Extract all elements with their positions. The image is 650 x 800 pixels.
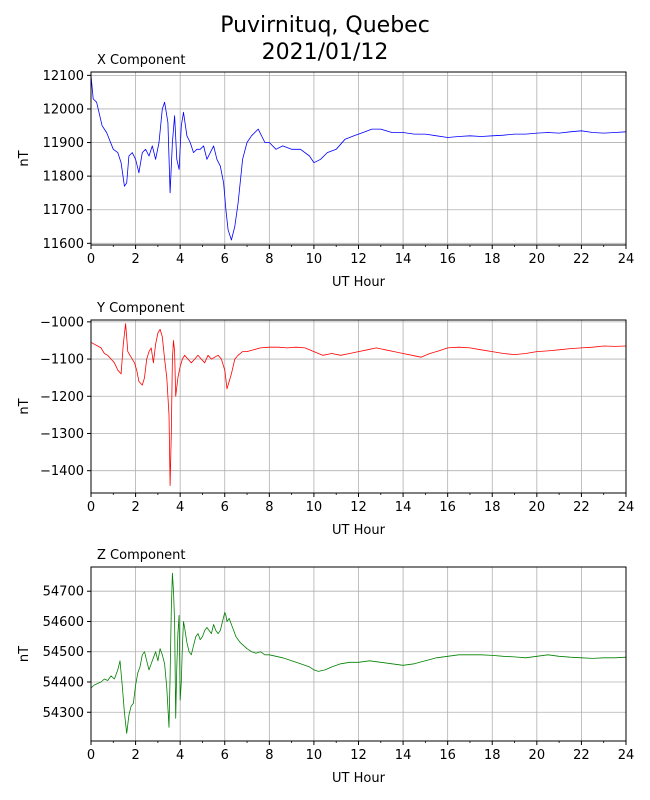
y-tick-label: 11900 — [43, 136, 84, 151]
y-tick-label: 11700 — [43, 203, 84, 218]
x-tick-label: 12 — [350, 748, 367, 763]
x-tick-label: 4 — [176, 748, 184, 763]
y-axis-label: nT — [17, 398, 32, 414]
y-tick-label: 54500 — [43, 645, 84, 660]
panel-title: Y Component — [96, 301, 185, 316]
x-tick-label: 22 — [573, 748, 590, 763]
x-tick-label: 18 — [484, 252, 501, 267]
x-tick-label: 24 — [618, 748, 635, 763]
chart-title-location: Puvirnituq, Quebec — [220, 13, 430, 38]
x-tick-label: 8 — [265, 748, 273, 763]
x-tick-label: 16 — [439, 252, 456, 267]
y-tick-label: −1000 — [40, 315, 84, 330]
x-tick-label: 2 — [131, 500, 139, 515]
y-tick-label: 11800 — [43, 170, 84, 185]
x-tick-label: 2 — [131, 252, 139, 267]
x-tick-label: 20 — [529, 500, 546, 515]
y-tick-label: 12100 — [43, 69, 84, 84]
y-tick-label: 54600 — [43, 615, 84, 630]
x-tick-label: 2 — [131, 748, 139, 763]
x-tick-label: 24 — [618, 252, 635, 267]
x-tick-label: 4 — [176, 500, 184, 515]
x-axis-label: UT Hour — [332, 275, 386, 290]
x-tick-label: 0 — [87, 748, 95, 763]
y-tick-label: −1300 — [40, 427, 84, 442]
x-tick-label: 16 — [439, 500, 456, 515]
x-tick-label: 8 — [265, 500, 273, 515]
x-tick-label: 6 — [221, 748, 229, 763]
data-series-line — [90, 572, 627, 734]
x-tick-label: 20 — [529, 748, 546, 763]
panel-title: Z Component — [97, 548, 186, 563]
x-tick-label: 4 — [176, 252, 184, 267]
y-component-panel: 0 2 4 6 8 10 12 14 16 18 20 22 24−1000−1100−1200−130… — [17, 301, 634, 538]
x-tick-label: 10 — [306, 748, 323, 763]
y-tick-label: 11600 — [43, 237, 84, 252]
x-tick-label: 12 — [350, 500, 367, 515]
data-series-line — [90, 75, 627, 241]
x-tick-label: 10 — [306, 252, 323, 267]
x-tick-label: 10 — [306, 500, 323, 515]
x-axis-label: UT Hour — [332, 523, 386, 538]
y-axis-label: nT — [17, 150, 32, 166]
x-tick-label: 20 — [529, 252, 546, 267]
x-tick-label: 18 — [484, 500, 501, 515]
x-tick-label: 8 — [265, 252, 273, 267]
x-tick-label: 14 — [395, 500, 412, 515]
x-tick-label: 18 — [484, 748, 501, 763]
y-tick-label: 54400 — [43, 675, 84, 690]
z-component-panel: 0 2 4 6 8 10 12 14 16 18 20 22 245430054400545005460… — [17, 548, 634, 786]
x-tick-label: 22 — [573, 252, 590, 267]
x-tick-label: 0 — [87, 500, 95, 515]
x-tick-label: 12 — [350, 252, 367, 267]
x-tick-label: 6 — [221, 252, 229, 267]
x-tick-label: 24 — [618, 500, 635, 515]
x-tick-label: 14 — [395, 252, 412, 267]
x-tick-label: 22 — [573, 500, 590, 515]
x-tick-label: 0 — [87, 252, 95, 267]
chart-title-date: 2021/01/12 — [261, 40, 389, 65]
panel-title: X Component — [97, 53, 186, 68]
x-component-panel: 0 2 4 6 8 10 12 14 16 18 20 22 241160011700118001190… — [17, 53, 634, 290]
y-tick-label: −1200 — [40, 390, 84, 405]
y-axis-label: nT — [17, 646, 32, 662]
y-tick-label: 54700 — [43, 585, 84, 600]
x-tick-label: 16 — [439, 748, 456, 763]
x-tick-label: 6 — [221, 500, 229, 515]
chart-title: Puvirnituq, Quebec 2021/01/12 — [0, 12, 650, 66]
x-axis-label: UT Hour — [332, 771, 386, 786]
x-tick-label: 14 — [395, 748, 412, 763]
y-tick-label: −1100 — [40, 353, 84, 368]
y-tick-label: 54300 — [43, 706, 84, 721]
data-series-line — [90, 323, 627, 487]
y-tick-label: 12000 — [43, 102, 84, 117]
y-tick-label: −1400 — [40, 464, 84, 479]
